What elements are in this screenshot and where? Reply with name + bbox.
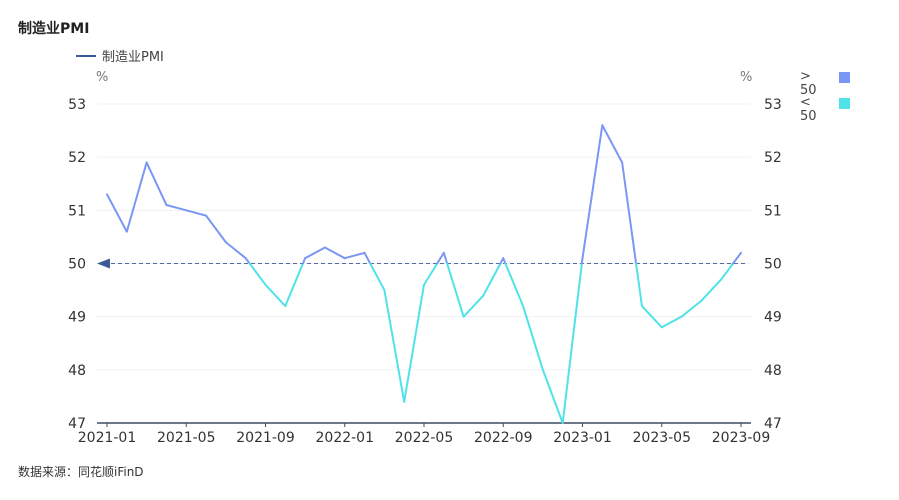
reference-arrow-marker — [97, 258, 110, 269]
x-tick-label: 2023-01 — [553, 430, 612, 446]
x-tick-label: 2022-09 — [474, 430, 533, 446]
y-tick-label-right: 53 — [764, 97, 782, 113]
series-segment — [369, 262, 386, 292]
chart-title: 制造业PMI — [18, 21, 90, 37]
threshold-legend-above-label: > 50 — [800, 69, 817, 98]
y-tick-label-left: 47 — [68, 416, 86, 432]
y-tick-label-right: 51 — [764, 203, 782, 219]
data-source-note: 数据来源：同花顺iFinD — [18, 465, 144, 479]
axes — [97, 422, 751, 427]
series-segment — [621, 161, 638, 265]
reference-line-group — [97, 258, 747, 269]
threshold-legend-below-label: < 50 — [800, 95, 817, 124]
series-segment — [145, 161, 168, 207]
series-segment — [106, 193, 128, 233]
series-segment — [185, 209, 208, 217]
x-tick-label: 2021-01 — [78, 430, 137, 446]
series-segment — [640, 305, 663, 329]
y-tick-label-right: 48 — [764, 363, 782, 379]
y-unit-right: % — [740, 70, 752, 85]
legend-line-swatch — [76, 54, 96, 57]
series-segment — [165, 204, 188, 212]
series-segment — [363, 251, 372, 265]
y-tick-label-right: 50 — [764, 257, 782, 273]
y-tick-label-left: 48 — [68, 363, 86, 379]
series-segment — [680, 299, 703, 318]
x-tick-label: 2022-05 — [395, 430, 454, 446]
series-segment — [423, 262, 439, 286]
threshold-legend-below-swatch — [839, 98, 850, 109]
y-tick-label-right: 52 — [764, 150, 782, 166]
y-tick-label-right: 49 — [764, 310, 782, 326]
x-tick-label: 2021-05 — [157, 430, 216, 446]
series-segment — [635, 262, 643, 308]
y-tick-label-left: 51 — [68, 203, 86, 219]
series-segment — [244, 257, 251, 265]
series-segment — [541, 368, 564, 424]
tick-labels: 47 47 48 48 49 49 50 50 51 51 52 52 53 53% % 2021-01 202… — [68, 70, 782, 446]
x-tick-label: 2023-05 — [633, 430, 692, 446]
chart-legend[interactable]: 制造业PMI — [76, 46, 164, 65]
series-segment — [304, 246, 326, 260]
series-segment — [284, 262, 304, 308]
series-segment — [720, 262, 735, 281]
series-segment — [248, 262, 267, 286]
series-segment — [660, 315, 683, 329]
series-segment — [561, 262, 583, 424]
series-segment — [343, 251, 366, 260]
series-line-group — [106, 124, 742, 424]
y-tick-label-left: 53 — [68, 97, 86, 113]
series-segment — [504, 262, 525, 308]
series-segment — [601, 124, 624, 164]
grid-lines — [97, 103, 751, 371]
y-unit-left: % — [96, 70, 108, 85]
series-segment — [732, 251, 742, 265]
series-segment — [522, 305, 544, 371]
series-segment — [700, 278, 723, 302]
x-tick-label: 2021-09 — [236, 430, 295, 446]
series-segment — [323, 246, 346, 260]
series-segment — [581, 124, 604, 260]
series-segment — [205, 214, 227, 244]
series-segment — [446, 262, 465, 318]
threshold-legend-above-swatch — [839, 72, 850, 83]
x-tick-label: 2022-01 — [316, 430, 375, 446]
series-segment — [442, 251, 449, 265]
series-segment — [264, 283, 287, 308]
series-segment — [462, 294, 485, 318]
series-segment — [224, 241, 247, 260]
y-tick-label-left: 50 — [68, 257, 86, 273]
series-segment — [403, 283, 425, 403]
x-tick-label: 2023-09 — [712, 430, 771, 446]
y-tick-label-left: 49 — [68, 310, 86, 326]
legend-series-label: 制造业PMI — [102, 50, 164, 65]
series-segment — [482, 262, 502, 297]
series-segment — [383, 289, 406, 403]
y-tick-label-left: 52 — [68, 150, 86, 166]
series-segment — [125, 161, 148, 233]
series-segment — [436, 251, 445, 265]
y-tick-label-right: 47 — [764, 416, 782, 432]
